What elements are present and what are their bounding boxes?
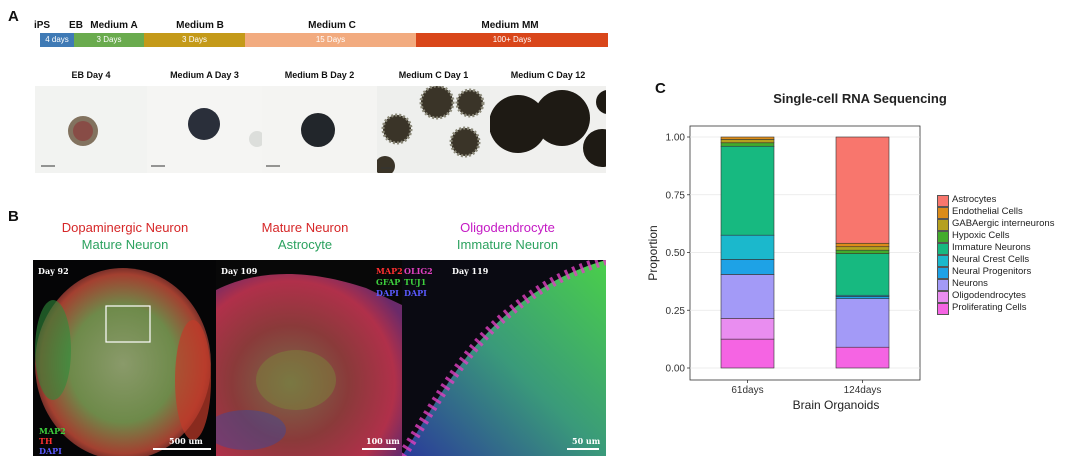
micro-day-label: Day 109: [221, 266, 258, 276]
micro-title-line1: Oligodendrocyte: [460, 220, 555, 235]
bar-segment: [720, 338, 775, 369]
scale-label: 100 um: [366, 436, 400, 446]
bar-segment: [720, 318, 775, 340]
legend-label: Proliferating Cells: [952, 302, 1027, 313]
stain-olig2: OLIG2: [404, 266, 433, 276]
legend-swatch: [937, 219, 949, 231]
timeline-segment-medium-a: 3 Days: [74, 33, 144, 47]
stain-th: TH: [39, 436, 53, 446]
legend-label: Oligodendrocytes: [952, 290, 1026, 301]
legend-swatch: [937, 267, 949, 279]
chart-title: Single-cell RNA Sequencing: [773, 91, 947, 106]
timeline-stage-label: Medium B: [176, 20, 224, 31]
timeline-stage-label: Medium A: [90, 20, 138, 31]
micrograph-day92: Day 92 MAP2 TH DAPI 500 um: [33, 260, 216, 456]
bar-segment: [835, 296, 890, 300]
image-title: Medium C Day 1: [398, 70, 469, 80]
legend-label: Astrocytes: [952, 194, 997, 205]
legend-swatch: [937, 195, 949, 207]
legend-label: Neural Progenitors: [952, 266, 1032, 277]
bar-segment: [835, 249, 890, 254]
x-axis-label: Brain Organoids: [793, 398, 880, 412]
bar-segment: [835, 298, 890, 348]
image-title: Medium C Day 12: [510, 70, 586, 80]
timeline-segment-medium-mm: 100+ Days: [416, 33, 608, 47]
bar-segment: [835, 253, 890, 296]
legend-swatch: [937, 303, 949, 315]
y-tick-label: 1.00: [666, 133, 686, 144]
brightfield-image-medium-c-day12: [490, 86, 606, 173]
micro-day-label: Day 92: [38, 266, 69, 276]
brightfield-image-eb-day4: [35, 86, 147, 173]
legend-swatch: [937, 207, 949, 219]
scale-bar: [567, 448, 599, 450]
bar-segment: [720, 259, 775, 275]
legend-label: Hypoxic Cells: [952, 230, 1010, 241]
stain-tuj1: TUJ1: [404, 277, 427, 287]
timeline-segment-ips: 4 days: [40, 33, 74, 47]
panel-b-letter: B: [8, 208, 19, 225]
legend-swatch: [937, 279, 949, 291]
timeline-stage-label: Medium C: [308, 20, 356, 31]
timeline-stage-label: EB: [69, 20, 83, 31]
timeline-stage-label: Medium MM: [481, 20, 539, 31]
image-title: EB Day 4: [71, 70, 111, 80]
bar-segment: [720, 136, 775, 140]
image-title: Medium A Day 3: [170, 70, 239, 80]
brightfield-image-medium-a-day3: [147, 86, 262, 173]
bar-segment: [835, 346, 890, 369]
x-tick-label: 61days: [731, 385, 763, 396]
y-tick-label: 0.75: [666, 190, 686, 201]
stain-map2: MAP2: [39, 426, 66, 436]
legend-swatch: [937, 291, 949, 303]
bar-segment: [720, 234, 775, 260]
panel-c-letter: C: [655, 80, 666, 97]
stain-map2: MAP2: [376, 266, 402, 276]
micro-title-line2: Astrocyte: [277, 237, 333, 252]
micro-title-line1: Dopaminergic Neuron: [61, 220, 189, 235]
stain-gfap: GFAP: [376, 277, 401, 287]
stain-dapi: DAPI: [376, 288, 399, 298]
y-tick-label: 0.25: [666, 306, 686, 317]
micro-title-line1: Mature Neuron: [261, 220, 349, 235]
legend-label: Endothelial Cells: [952, 206, 1023, 217]
stain-dapi: DAPI: [39, 446, 62, 456]
bar-segment: [720, 139, 775, 144]
legend-label: Immature Neurons: [952, 242, 1031, 253]
scale-bar: [362, 448, 396, 450]
legend-swatch: [937, 243, 949, 255]
micro-day-label: Day 119: [452, 266, 489, 276]
brightfield-image-medium-c-day1: [377, 86, 490, 173]
x-tick-label: 124days: [844, 385, 882, 396]
bar-segment: [835, 136, 890, 244]
bar-segment: [835, 246, 890, 251]
bar-segment: [720, 142, 775, 147]
y-axis-label: Proportion: [646, 225, 660, 280]
timeline-segment-medium-c: 15 Days: [245, 33, 416, 47]
legend-label: Neurons: [952, 278, 988, 289]
y-tick-label: 0.00: [666, 364, 686, 375]
micrograph-day109: Day 109 MAP2 GFAP DAPI 100 um: [216, 260, 402, 456]
scale-bar: [153, 448, 211, 450]
timeline-stage-label: iPS: [33, 20, 51, 31]
bar-segment: [720, 145, 775, 236]
legend-label: Neural Crest Cells: [952, 254, 1030, 265]
legend-swatch: [937, 255, 949, 267]
scale-label: 50 um: [572, 436, 601, 446]
bar-segment: [720, 274, 775, 319]
y-tick-label: 0.50: [666, 248, 686, 259]
stain-dapi: DAPI: [404, 288, 427, 298]
micro-title-line2: Immature Neuron: [456, 237, 559, 252]
timeline-segment-medium-b: 3 Days: [144, 33, 245, 47]
brightfield-image-medium-b-day2: [262, 86, 377, 173]
micro-title-line2: Mature Neuron: [81, 237, 169, 252]
image-title: Medium B Day 2: [284, 70, 355, 80]
legend-label: GABAergic interneurons: [952, 218, 1055, 229]
legend-swatch: [937, 231, 949, 243]
panel-a-letter: A: [8, 8, 19, 25]
bar-segment: [835, 242, 890, 248]
micrograph-day119: Day 119 OLIG2 TUJ1 DAPI 50 um: [402, 260, 606, 456]
scale-label: 500 um: [169, 436, 203, 446]
